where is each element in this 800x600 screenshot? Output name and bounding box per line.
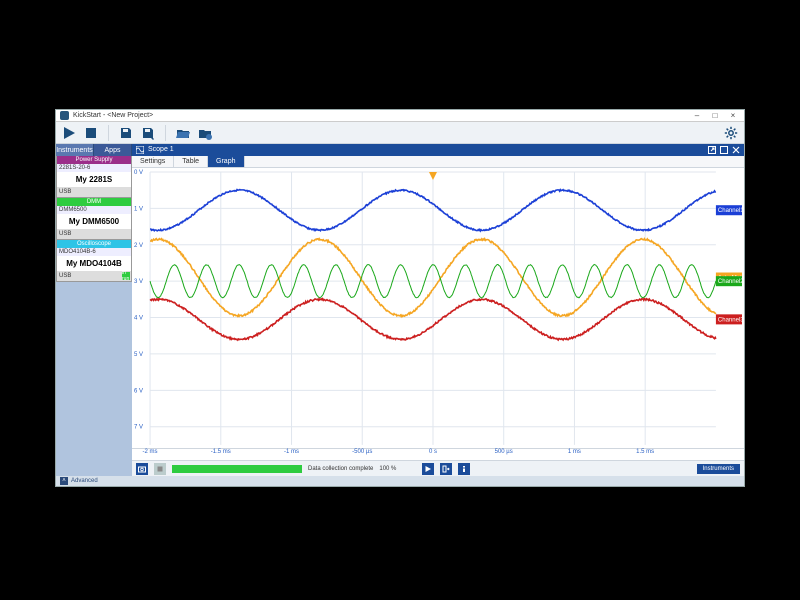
x-tick: 1 ms xyxy=(568,449,581,455)
open-button[interactable] xyxy=(176,126,190,140)
stop-button[interactable] xyxy=(84,126,98,140)
side-panel: InstrumentsApps Power Supply2281S-20-6My… xyxy=(56,144,132,476)
graph-area[interactable]: 0 V1 V2 V3 V4 V5 V6 V7 VChannel1Act.+Mat… xyxy=(132,168,744,449)
ribbon xyxy=(56,122,744,144)
settings-button[interactable] xyxy=(724,126,738,140)
x-tick: 500 µs xyxy=(495,449,513,455)
view-tab-graph[interactable]: Graph xyxy=(208,156,244,167)
advanced-label: Advanced xyxy=(71,478,98,484)
svg-text:7 V: 7 V xyxy=(134,424,143,430)
export-button[interactable] xyxy=(440,463,452,475)
svg-text:Channel2: Channel2 xyxy=(718,279,744,285)
side-tabs: InstrumentsApps xyxy=(56,144,132,156)
channel-label-channel3[interactable]: Channel3 xyxy=(716,314,744,324)
instrument-card[interactable]: DMMDMM6500My DMM6500USB xyxy=(56,198,132,240)
svg-text:6 V: 6 V xyxy=(134,388,143,394)
window-title: KickStart - <New Project> xyxy=(73,112,686,119)
app-window: KickStart - <New Project> – □ × xyxy=(55,109,745,487)
close-panel-icon[interactable] xyxy=(732,146,740,154)
status-bar: Data collection complete 100 % Instrumen… xyxy=(132,460,744,476)
popout-icon[interactable] xyxy=(708,146,716,154)
title-bar: KickStart - <New Project> – □ × xyxy=(56,110,744,122)
progress-bar xyxy=(172,465,302,473)
x-tick: 0 s xyxy=(429,449,437,455)
record-button[interactable] xyxy=(154,463,166,475)
svg-text:1 V: 1 V xyxy=(134,206,143,212)
svg-text:3 V: 3 V xyxy=(134,279,143,285)
instrument-card[interactable]: OscilloscopeMDO4104B-6My MDO4104BUSBin r… xyxy=(56,240,132,282)
sidebar-tab-instruments[interactable]: Instruments xyxy=(56,144,94,156)
run-led: in run xyxy=(122,272,130,280)
instrument-name: My DMM6500 xyxy=(57,214,131,229)
progress-label: 100 % xyxy=(379,466,396,472)
instrument-conn: USB xyxy=(57,229,131,239)
svg-text:Channel3: Channel3 xyxy=(718,317,744,323)
advanced-footer[interactable]: ˄ Advanced xyxy=(56,476,744,486)
x-tick: -2 ms xyxy=(143,449,158,455)
instrument-model: 2281S-20-6 xyxy=(57,164,131,172)
instrument-conn: USBin run xyxy=(57,271,131,281)
x-tick: -1 ms xyxy=(284,449,299,455)
instruments-button[interactable]: Instruments xyxy=(697,464,740,474)
scope-icon xyxy=(136,146,144,154)
svg-text:Channel1: Channel1 xyxy=(718,208,744,214)
info-button[interactable] xyxy=(458,463,470,475)
instrument-model: MDO4104B-6 xyxy=(57,248,131,256)
main-panel: Scope 1 SettingsTableGraph 0 V 1 V 2 V 3 V 4… xyxy=(132,144,744,476)
scope-titlebar: Scope 1 xyxy=(132,144,744,156)
view-tab-table[interactable]: Table xyxy=(174,156,208,167)
window-max-button[interactable]: □ xyxy=(708,111,722,121)
view-tabs: SettingsTableGraph xyxy=(132,156,744,168)
x-tick: -500 µs xyxy=(352,449,372,455)
svg-text:5 V: 5 V xyxy=(134,352,143,358)
maximize-icon[interactable] xyxy=(720,146,728,154)
view-tab-settings[interactable]: Settings xyxy=(132,156,174,167)
x-axis: -2 ms -1.5 ms -1 ms -500 µs 0 s 500 µs 1 ms 1.5… xyxy=(132,448,744,460)
channel-label-channel2[interactable]: Channel2 xyxy=(716,276,744,286)
instrument-card[interactable]: Power Supply2281S-20-6My 2281SUSB xyxy=(56,156,132,198)
open-recent-button[interactable] xyxy=(198,126,212,140)
x-tick: -1.5 ms xyxy=(211,449,231,455)
svg-text:2 V: 2 V xyxy=(134,242,143,248)
instrument-name: My 2281S xyxy=(57,172,131,187)
instrument-type: DMM xyxy=(57,198,131,206)
instrument-model: DMM6500 xyxy=(57,206,131,214)
run-button[interactable] xyxy=(62,126,76,140)
sidebar-tab-apps[interactable]: Apps xyxy=(94,144,132,156)
status-text: Data collection complete xyxy=(308,466,373,472)
save-as-button[interactable] xyxy=(141,126,155,140)
instrument-type: Power Supply xyxy=(57,156,131,164)
svg-text:4 V: 4 V xyxy=(134,315,143,321)
scope-title: Scope 1 xyxy=(148,146,704,153)
play-small-button[interactable] xyxy=(422,463,434,475)
instrument-type: Oscilloscope xyxy=(57,240,131,248)
channel-label-channel1[interactable]: Channel1 xyxy=(716,205,744,215)
window-close-button[interactable]: × xyxy=(726,111,740,121)
svg-text:0 V: 0 V xyxy=(134,170,143,176)
save-button[interactable] xyxy=(119,126,133,140)
instrument-conn: USB xyxy=(57,187,131,197)
screenshot-button[interactable] xyxy=(136,463,148,475)
window-min-button[interactable]: – xyxy=(690,111,704,121)
x-tick: 1.5 ms xyxy=(636,449,654,455)
chevron-up-icon: ˄ xyxy=(60,477,68,485)
app-icon xyxy=(60,111,69,120)
instrument-name: My MDO4104B xyxy=(57,256,131,271)
